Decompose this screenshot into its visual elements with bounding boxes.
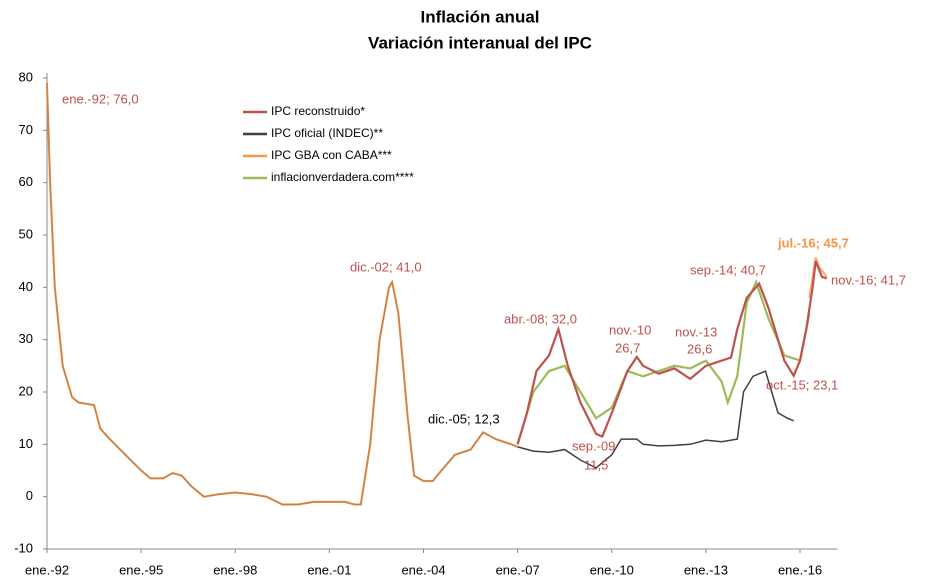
series-line [45, 83, 828, 506]
y-tick-label: 10 [19, 436, 33, 451]
y-tick-label: 20 [19, 383, 33, 398]
annotation: 26,6 [687, 341, 712, 356]
legend-label: inflacionverdadera.com**** [271, 170, 414, 184]
x-tick-label: ene.-01 [307, 562, 351, 577]
x-tick-label: ene.-95 [119, 562, 163, 577]
y-tick-label: -10 [14, 540, 33, 555]
x-tick-label: ene.-98 [213, 562, 257, 577]
y-tick-label: 70 [19, 122, 33, 137]
annotation: abr.-08; 32,0 [504, 311, 577, 326]
annotation: dic.-05; 12,3 [428, 411, 500, 426]
legend-label: IPC reconstruido* [271, 104, 365, 118]
x-tick-label: ene.-10 [590, 562, 634, 577]
x-tick-label: ene.-13 [684, 562, 728, 577]
y-tick-label: 0 [26, 488, 33, 503]
annotation: ene.-92; 76,0 [62, 91, 139, 106]
annotation: nov.-16; 41,7 [831, 272, 906, 287]
annotation: dic.-02; 41,0 [350, 259, 422, 274]
annotation: nov.-10 [609, 322, 651, 337]
chart-title: Inflación anual [420, 7, 539, 26]
y-tick-label: 40 [19, 279, 33, 294]
legend-label: IPC GBA con CABA*** [271, 148, 392, 162]
annotation: 26,7 [615, 340, 640, 355]
y-tick-label: 60 [19, 174, 33, 189]
x-tick-label: ene.-16 [778, 562, 822, 577]
series-line [46, 83, 794, 506]
y-tick-label: 30 [19, 331, 33, 346]
chart-subtitle: Variación interanual del IPC [368, 33, 592, 52]
annotation: nov.-13 [675, 324, 717, 339]
annotation: oct.-15; 23,1 [766, 377, 838, 392]
annotation: jul.-16; 45,7 [777, 235, 849, 250]
annotation: sep.-14; 40,7 [690, 262, 766, 277]
x-tick-label: ene.-07 [496, 562, 540, 577]
series-line [516, 279, 811, 445]
y-tick-label: 80 [19, 69, 33, 84]
x-tick-label: ene.-92 [25, 562, 69, 577]
series-line [516, 260, 828, 445]
annotation: sep.-09 [572, 438, 615, 453]
legend-label: IPC oficial (INDEC)** [271, 126, 383, 140]
annotation: 11,5 [584, 457, 608, 472]
y-tick-label: 50 [19, 226, 33, 241]
x-tick-label: ene.-04 [401, 562, 445, 577]
